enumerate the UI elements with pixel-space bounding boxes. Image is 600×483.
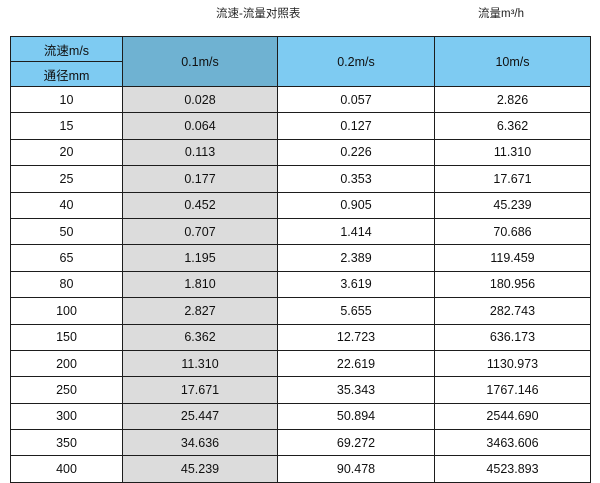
column-header-0: 0.1m/s [122, 36, 278, 87]
flow-table-wrapper: 流速m/s 0.1m/s 0.2m/s 10m/s 通径mm 10 0.028 0.… [10, 36, 591, 483]
cell-flow-10: 45.239 [434, 191, 591, 219]
cell-flow-10: 636.173 [434, 323, 591, 351]
cell-diameter: 15 [10, 112, 123, 140]
flow-rate-table: 流速m/s 0.1m/s 0.2m/s 10m/s 通径mm 10 0.028 0.… [10, 36, 591, 483]
cell-flow-0.2: 3.619 [277, 270, 435, 299]
cell-flow-10: 119.459 [434, 244, 591, 272]
cell-flow-0.1: 0.028 [122, 85, 278, 114]
cell-flow-0.2: 1.414 [277, 217, 435, 246]
table-row: 350 34.636 69.272 3463.606 [10, 429, 591, 457]
caption-bar: 流速-流量对照表 流量m³/h [0, 4, 600, 28]
cell-flow-0.1: 45.239 [122, 455, 278, 483]
cell-flow-0.1: 6.362 [122, 323, 278, 351]
cell-flow-0.1: 0.113 [122, 138, 278, 167]
cell-flow-0.1: 1.810 [122, 270, 278, 299]
cell-flow-10: 6.362 [434, 112, 591, 140]
cell-flow-0.1: 2.827 [122, 297, 278, 325]
table-title: 流速-流量对照表 [216, 8, 301, 20]
cell-flow-10: 180.956 [434, 270, 591, 299]
cell-flow-0.2: 2.389 [277, 244, 435, 272]
cell-diameter: 100 [10, 297, 123, 325]
cell-flow-0.1: 0.064 [122, 112, 278, 140]
cell-flow-10: 11.310 [434, 138, 591, 167]
cell-diameter: 65 [10, 244, 123, 272]
cell-flow-10: 1130.973 [434, 349, 591, 378]
cell-flow-0.2: 0.905 [277, 191, 435, 219]
flow-unit-label: 流量m³/h [478, 8, 524, 20]
cell-diameter: 200 [10, 349, 123, 378]
column-header-1: 0.2m/s [277, 36, 435, 87]
table-header: 流速m/s 0.1m/s 0.2m/s 10m/s 通径mm [10, 36, 591, 87]
corner-header-velocity: 流速m/s [10, 36, 123, 62]
table-row: 20 0.113 0.226 11.310 [10, 138, 591, 167]
table-row: 15 0.064 0.127 6.362 [10, 112, 591, 140]
table-body: 10 0.028 0.057 2.826 15 0.064 0.127 6.362 20 0.11… [10, 85, 591, 483]
column-header-2: 10m/s [434, 36, 591, 87]
cell-diameter: 20 [10, 138, 123, 167]
table-row: 150 6.362 12.723 636.173 [10, 323, 591, 351]
cell-flow-10: 70.686 [434, 217, 591, 246]
cell-diameter: 350 [10, 429, 123, 457]
cell-flow-0.2: 0.353 [277, 165, 435, 193]
cell-flow-0.2: 90.478 [277, 455, 435, 483]
cell-flow-10: 2544.690 [434, 402, 591, 431]
cell-flow-0.1: 34.636 [122, 429, 278, 457]
table-row: 200 11.310 22.619 1130.973 [10, 349, 591, 378]
cell-flow-0.2: 35.343 [277, 376, 435, 404]
table-row: 40 0.452 0.905 45.239 [10, 191, 591, 219]
cell-flow-0.1: 17.671 [122, 376, 278, 404]
cell-diameter: 25 [10, 165, 123, 193]
cell-flow-0.1: 11.310 [122, 349, 278, 378]
cell-flow-0.1: 25.447 [122, 402, 278, 431]
cell-diameter: 50 [10, 217, 123, 246]
corner-header-diameter: 通径mm [10, 61, 123, 87]
flow-rate-table-page: 流速-流量对照表 流量m³/h 流速m/s 0.1m/s 0.2m/s 10m/… [0, 4, 600, 483]
cell-diameter: 10 [10, 85, 123, 114]
cell-flow-10: 1767.146 [434, 376, 591, 404]
table-row: 400 45.239 90.478 4523.893 [10, 455, 591, 483]
cell-flow-10: 2.826 [434, 85, 591, 114]
cell-diameter: 80 [10, 270, 123, 299]
table-row: 25 0.177 0.353 17.671 [10, 165, 591, 193]
table-row: 65 1.195 2.389 119.459 [10, 244, 591, 272]
cell-flow-0.2: 0.127 [277, 112, 435, 140]
table-row: 80 1.810 3.619 180.956 [10, 270, 591, 299]
cell-flow-0.2: 0.226 [277, 138, 435, 167]
cell-flow-0.2: 12.723 [277, 323, 435, 351]
cell-flow-0.2: 50.894 [277, 402, 435, 431]
table-row: 250 17.671 35.343 1767.146 [10, 376, 591, 404]
table-row: 50 0.707 1.414 70.686 [10, 217, 591, 246]
cell-flow-0.1: 0.452 [122, 191, 278, 219]
cell-flow-10: 17.671 [434, 165, 591, 193]
cell-flow-0.2: 0.057 [277, 85, 435, 114]
table-row: 100 2.827 5.655 282.743 [10, 297, 591, 325]
table-row: 10 0.028 0.057 2.826 [10, 85, 591, 114]
header-row-bottom: 通径mm [10, 61, 591, 87]
cell-flow-0.1: 1.195 [122, 244, 278, 272]
table-row: 300 25.447 50.894 2544.690 [10, 402, 591, 431]
cell-flow-10: 282.743 [434, 297, 591, 325]
cell-flow-10: 3463.606 [434, 429, 591, 457]
cell-flow-0.2: 22.619 [277, 349, 435, 378]
cell-diameter: 300 [10, 402, 123, 431]
cell-flow-0.2: 5.655 [277, 297, 435, 325]
cell-diameter: 400 [10, 455, 123, 483]
cell-flow-0.2: 69.272 [277, 429, 435, 457]
cell-flow-0.1: 0.707 [122, 217, 278, 246]
cell-flow-10: 4523.893 [434, 455, 591, 483]
header-row-top: 流速m/s 0.1m/s 0.2m/s 10m/s [10, 36, 591, 87]
cell-diameter: 150 [10, 323, 123, 351]
cell-diameter: 250 [10, 376, 123, 404]
cell-diameter: 40 [10, 191, 123, 219]
cell-flow-0.1: 0.177 [122, 165, 278, 193]
